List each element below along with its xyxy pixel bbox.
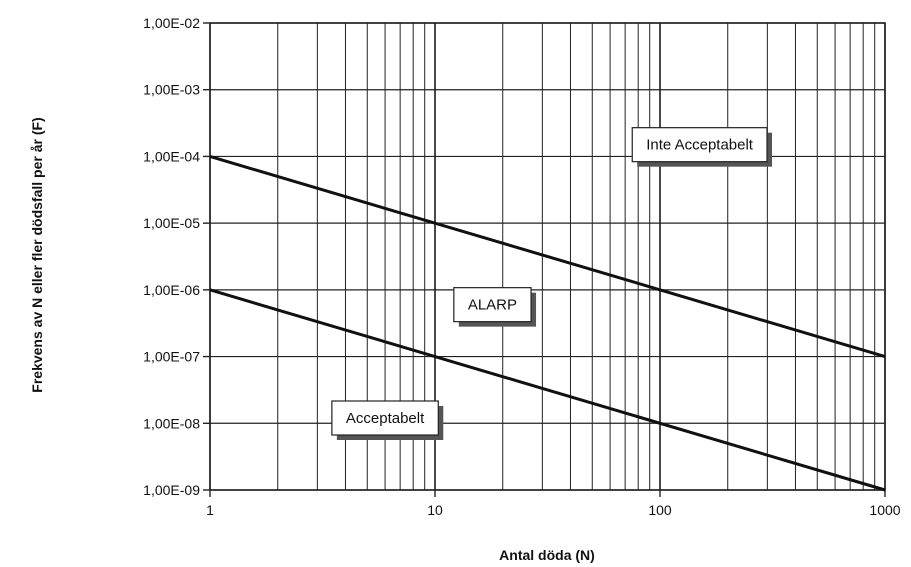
x-tick-label: 1 (206, 502, 214, 518)
x-tick-label: 1000 (869, 502, 900, 518)
plot-frame (209, 22, 886, 491)
x-tick-label: 10 (427, 502, 443, 518)
y-tick-label: 1,00E-08 (143, 415, 200, 431)
x-tick-label: 100 (648, 502, 672, 518)
region-label-box: Acceptabelt (331, 400, 444, 441)
region-label-box: ALARP (453, 287, 537, 327)
grid (203, 22, 886, 497)
region-label-frame (331, 400, 439, 436)
region-annotations: Inte Acceptabelt ALARP Acceptabelt (331, 127, 772, 441)
y-tick-label: 1,00E-07 (143, 349, 200, 365)
region-label-text: Acceptabelt (346, 410, 425, 427)
tick-labels: 1,00E-02 1,00E-03 1,00E-04 1,00E-05 1,00E-06… (143, 15, 901, 518)
y-axis-label: Frekvens av N eller fler dödsfall per år… (29, 117, 45, 392)
y-tick-label: 1,00E-03 (143, 82, 200, 98)
y-tick-label: 1,00E-09 (143, 482, 200, 498)
y-tick-label: 1,00E-06 (143, 282, 200, 298)
region-label-text: ALARP (468, 297, 517, 314)
series-lines (209, 154, 886, 492)
y-tick-label: 1,00E-04 (143, 148, 200, 164)
region-label-text: Inte Acceptabelt (646, 137, 754, 154)
region-label-frame (453, 287, 532, 323)
x-axis-label: Antal döda (N) (499, 547, 595, 563)
region-label-frame (631, 127, 768, 163)
y-tick-label: 1,00E-02 (143, 15, 200, 31)
y-tick-label: 1,00E-05 (143, 215, 200, 231)
region-label-box: Inte Acceptabelt (631, 127, 772, 167)
fn-limit-line-2 (209, 288, 886, 492)
fn-limit-line-1 (209, 154, 886, 359)
